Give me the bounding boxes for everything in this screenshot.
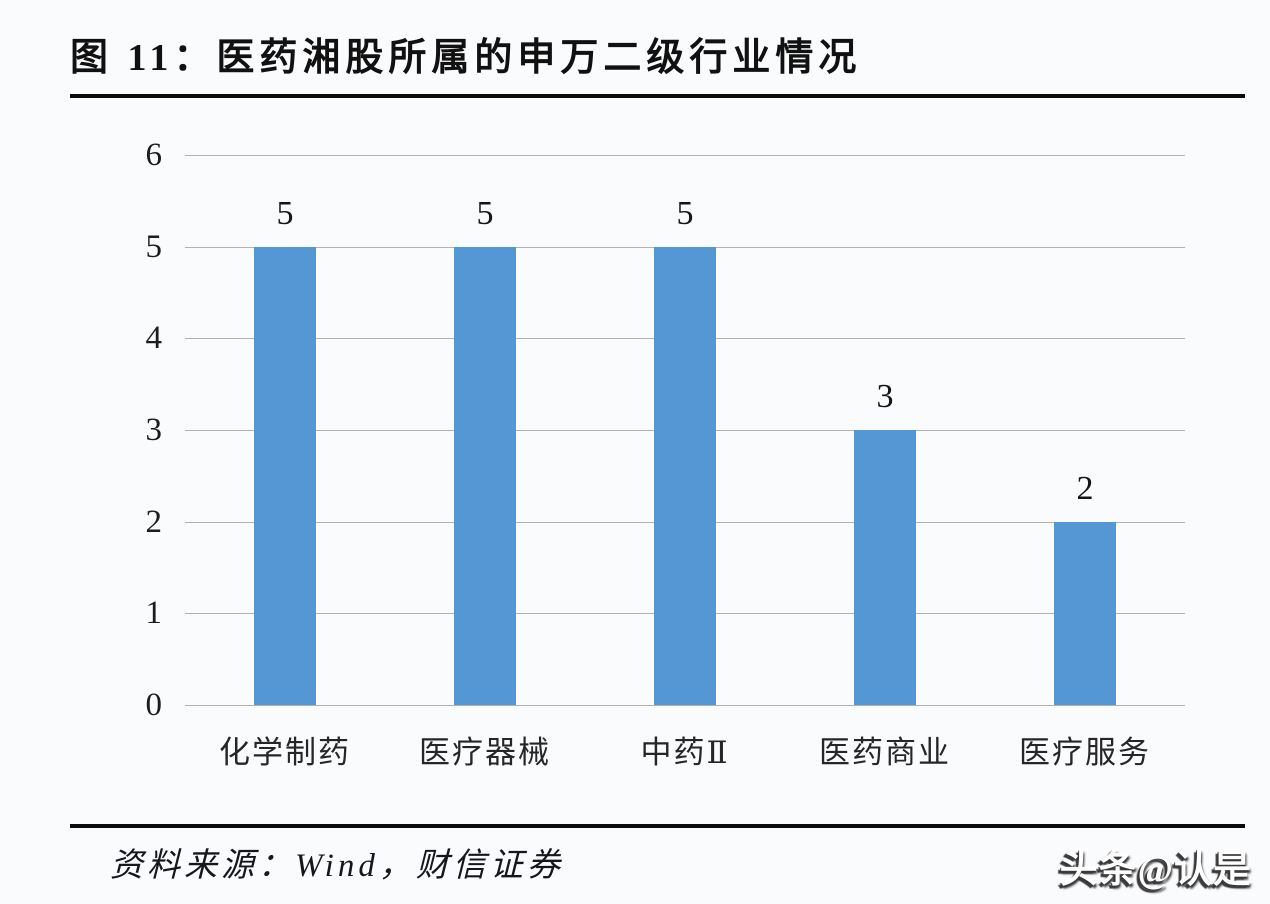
bar-医疗器械 bbox=[454, 246, 516, 705]
bar-中药Ⅱ bbox=[654, 246, 716, 705]
source-note: 资料来源：Wind，财信证券 bbox=[110, 848, 564, 884]
x-axis-category-label: 中药Ⅱ bbox=[640, 735, 730, 770]
bar-医药商业 bbox=[854, 430, 916, 705]
y-axis-tick-label: 3 bbox=[145, 412, 163, 448]
y-axis-tick-label: 2 bbox=[145, 503, 163, 540]
bar-医疗服务 bbox=[1054, 521, 1116, 705]
x-axis-category-label: 化学制药 bbox=[219, 735, 351, 770]
bar-value-label: 5 bbox=[676, 194, 694, 232]
gridline-y6 bbox=[185, 155, 1185, 156]
y-axis-tick-label: 4 bbox=[145, 320, 163, 357]
x-axis-category-label: 医药商业 bbox=[819, 735, 951, 770]
footer-divider-line bbox=[70, 824, 1245, 828]
y-axis-tick-label: 1 bbox=[145, 595, 163, 632]
watermark: 头条@认是 bbox=[1059, 849, 1252, 891]
y-axis-tick-label: 6 bbox=[145, 137, 163, 173]
x-axis-category-label: 医疗服务 bbox=[1019, 735, 1151, 770]
title-divider-line bbox=[70, 94, 1245, 98]
bar-化学制药 bbox=[254, 246, 316, 705]
y-axis-tick-label: 0 bbox=[145, 687, 163, 723]
y-axis-tick-label: 5 bbox=[145, 228, 163, 265]
figure-title: 图 11：医药湘股所属的申万二级行业情况 bbox=[70, 37, 862, 79]
gridline-y0 bbox=[185, 705, 1185, 706]
bar-chart-plot-area: 0 1 2 3 4 5 6 5 化学制药 5 医疗器械 5 中药Ⅱ 3 医药商业 2 医疗服务 bbox=[146, 137, 1185, 770]
bar-value-label: 5 bbox=[276, 194, 294, 232]
bar-value-label: 5 bbox=[476, 194, 494, 232]
bar-value-label: 3 bbox=[876, 378, 894, 415]
bar-value-label: 2 bbox=[1076, 469, 1094, 507]
x-axis-category-label: 医疗器械 bbox=[419, 735, 551, 770]
